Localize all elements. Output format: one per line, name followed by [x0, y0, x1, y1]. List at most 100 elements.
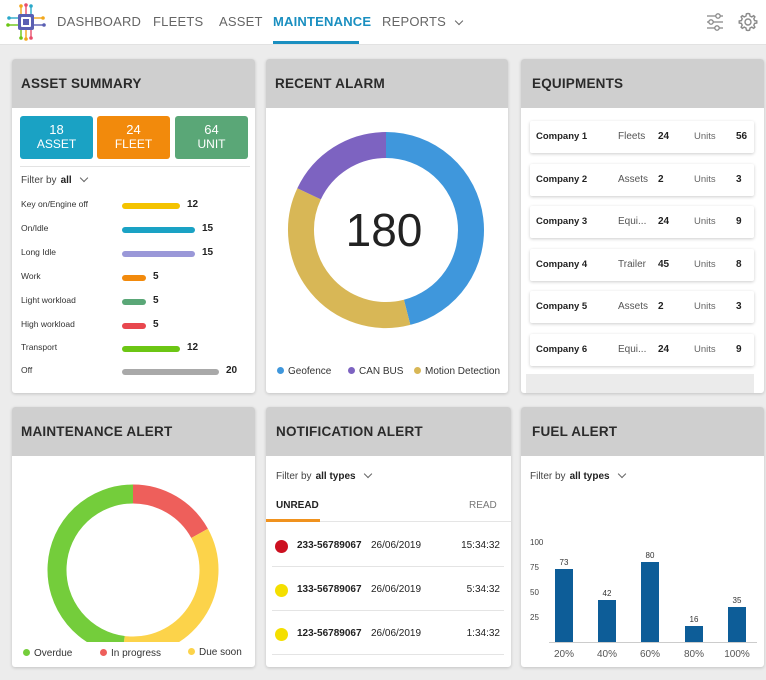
maintenance-alert-title: MAINTENANCE ALERT: [12, 407, 255, 456]
y-tick-label: 25: [530, 613, 539, 622]
legend-dot: [348, 366, 355, 374]
status-label: On/Idle: [21, 223, 49, 233]
recent-alarm-title: RECENT ALARM: [266, 59, 508, 108]
equipment-count: 24: [658, 131, 670, 142]
equipment-type: Assets: [618, 174, 649, 185]
equipment-row[interactable]: Company 2 Assets 2 Units 3: [530, 164, 754, 196]
bar-value-label: 16: [690, 615, 699, 624]
nav-reports-label: REPORTS: [382, 14, 447, 29]
status-label: Long Idle: [21, 247, 56, 257]
alert-time: 15:34:32: [461, 540, 500, 551]
legend-dot: [277, 366, 284, 374]
equipment-row[interactable]: Company 5 Assets 2 Units 3: [530, 291, 754, 323]
nav-asset[interactable]: ASSET: [219, 14, 263, 29]
tab-divider: [266, 521, 511, 522]
donut-slice-due-soon[interactable]: [123, 528, 219, 642]
donut-slice-motion-detection[interactable]: [288, 188, 411, 328]
notification-row[interactable]: 133-56789067 26/06/2019 5:34:32: [272, 567, 504, 611]
unit-tile[interactable]: 64 UNIT: [175, 116, 248, 159]
gear-icon[interactable]: [737, 11, 759, 33]
fuel-bar[interactable]: [641, 562, 659, 642]
equipment-row[interactable]: Company 4 Trailer 45 Units 8: [530, 249, 754, 281]
equipment-count: 24: [658, 344, 670, 355]
status-label: Key on/Engine off: [21, 199, 88, 209]
equipment-type: Equi...: [618, 344, 647, 355]
company-name: Company 1: [536, 131, 588, 142]
equipments-title: EQUIPMENTS: [521, 59, 764, 108]
status-bar: [122, 227, 195, 233]
alert-date: 26/06/2019: [371, 628, 422, 639]
status-value: 5: [153, 319, 159, 330]
status-value: 20: [226, 365, 238, 376]
notification-filter-dropdown[interactable]: Filter by all types: [276, 469, 372, 482]
units-label: Units: [694, 259, 716, 270]
nav-dashboard[interactable]: DASHBOARD: [57, 14, 142, 29]
fleet-label: FLEET: [114, 137, 153, 151]
donut-slice-overdue[interactable]: [47, 484, 134, 642]
legend-can-bus: CAN BUS: [348, 366, 403, 377]
donut-slice-in-progress[interactable]: [132, 484, 208, 539]
alert-id: 123-56789067: [297, 628, 362, 639]
status-label: High workload: [21, 319, 75, 329]
company-name: Company 5: [536, 301, 588, 312]
equipment-type: Assets: [618, 301, 649, 312]
status-bar: [122, 299, 146, 305]
filter-sliders-icon[interactable]: [704, 11, 726, 33]
equipment-list-scroll-area[interactable]: [526, 374, 754, 393]
status-bar: [122, 346, 180, 352]
legend-motion-detection: Motion Detection: [414, 366, 500, 377]
alarm-donut-chart: 180: [288, 132, 484, 328]
fuel-bar[interactable]: [728, 607, 746, 642]
fleet-tile[interactable]: 24 FLEET: [97, 116, 170, 159]
chevron-down-icon: [454, 16, 464, 26]
status-label: Off: [21, 365, 33, 375]
chevron-down-icon: [617, 469, 626, 479]
chevron-down-icon: [363, 469, 372, 479]
status-value: 12: [187, 342, 199, 353]
status-dot: [275, 628, 288, 641]
legend-label: Overdue: [34, 648, 73, 659]
status-value: 15: [202, 223, 214, 234]
equipment-count: 24: [658, 216, 670, 227]
status-bar: [122, 369, 219, 375]
equipment-row[interactable]: Company 6 Equi... 24 Units 9: [530, 334, 754, 366]
notification-alert-card: NOTIFICATION ALERT Filter by all types UN…: [266, 407, 511, 667]
unit-label: UNIT: [197, 137, 226, 151]
nav-fleets[interactable]: FLEETS: [153, 14, 204, 29]
donut-slice-geofence[interactable]: [385, 132, 484, 325]
notification-row[interactable]: 123-56789067 26/06/2019 1:34:32: [272, 611, 504, 655]
nav-maintenance[interactable]: MAINTENANCE: [273, 14, 372, 29]
equipment-row[interactable]: Company 3 Equi... 24 Units 9: [530, 206, 754, 238]
y-tick-label: 50: [530, 588, 539, 597]
asset-filter-dropdown[interactable]: Filter by all: [21, 173, 88, 186]
filter-value: all types: [315, 471, 356, 482]
fuel-filter-dropdown[interactable]: Filter by all types: [530, 469, 626, 482]
chip-logo-icon[interactable]: [6, 3, 46, 41]
legend-dot: [100, 648, 107, 656]
status-value: 5: [153, 271, 159, 282]
alert-id: 133-56789067: [297, 584, 362, 595]
asset-tile[interactable]: 18 ASSET: [20, 116, 93, 159]
fuel-bar[interactable]: [685, 626, 703, 642]
tab-unread[interactable]: UNREAD: [276, 500, 319, 511]
legend-label: In progress: [111, 648, 162, 659]
company-name: Company 6: [536, 344, 588, 355]
nav-active-indicator: [273, 41, 359, 44]
alert-date: 26/06/2019: [371, 540, 422, 551]
filter-value: all types: [569, 471, 610, 482]
donut-slice-can-bus[interactable]: [297, 132, 387, 200]
fuel-bar[interactable]: [555, 569, 573, 642]
equipments-card: EQUIPMENTS Company 1 Fleets 24 Units 56 Compa…: [521, 59, 764, 393]
x-tick-label: 60%: [640, 649, 660, 660]
equipment-type: Equi...: [618, 216, 647, 227]
top-nav: DASHBOARD FLEETS ASSET MAINTENANCE REPOR…: [0, 0, 766, 45]
nav-reports[interactable]: REPORTS: [382, 0, 464, 44]
notification-row[interactable]: 233-56789067 26/06/2019 15:34:32: [272, 523, 504, 567]
unit-count: 64: [204, 122, 219, 137]
tab-read[interactable]: READ: [469, 500, 497, 511]
fuel-bar[interactable]: [598, 600, 616, 642]
y-tick-label: 75: [530, 563, 539, 572]
equipment-row[interactable]: Company 1 Fleets 24 Units 56: [530, 121, 754, 153]
bar-value-label: 42: [603, 589, 612, 598]
status-dot: [275, 540, 288, 553]
